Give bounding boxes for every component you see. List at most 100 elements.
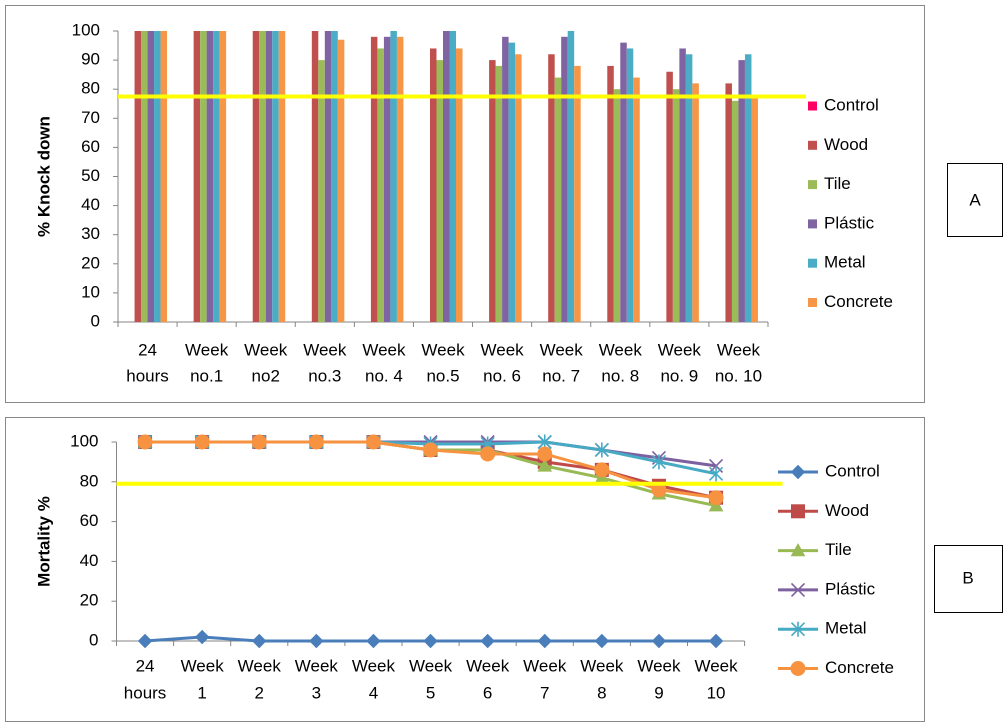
x-tick-label: 10 xyxy=(707,683,726,702)
bar xyxy=(666,71,673,323)
bar xyxy=(731,100,739,322)
bar xyxy=(561,36,568,322)
x-tick-label: 24 xyxy=(138,340,157,359)
bar xyxy=(692,83,699,322)
marker xyxy=(251,434,267,450)
y-tick-label: 80 xyxy=(81,79,100,98)
y-tick-label: 0 xyxy=(89,630,98,649)
x-tick-label: no. 4 xyxy=(365,366,403,385)
bar xyxy=(154,31,161,322)
marker xyxy=(423,442,439,458)
marker xyxy=(480,446,496,462)
x-tick-label: Week xyxy=(362,340,406,359)
marker xyxy=(790,582,806,597)
bar xyxy=(324,31,332,322)
y-tick-label: 100 xyxy=(70,431,98,450)
bar xyxy=(502,36,509,322)
panel-frame xyxy=(5,417,925,722)
x-tick-label: no. 10 xyxy=(715,366,762,385)
bar xyxy=(626,48,634,323)
marker xyxy=(537,633,552,649)
y-tick-label: 90 xyxy=(81,50,100,69)
bar xyxy=(160,31,168,322)
x-tick-label: Week xyxy=(523,656,567,675)
x-tick-label: Week xyxy=(185,340,229,359)
marker xyxy=(423,633,438,649)
legend-label: Wood xyxy=(824,135,868,154)
x-tick-label: 7 xyxy=(540,683,549,702)
bar xyxy=(515,54,522,322)
y-tick-label: 30 xyxy=(81,224,100,243)
bar xyxy=(613,89,621,322)
x-tick-label: Week xyxy=(580,656,624,675)
marker xyxy=(309,633,324,649)
x-tick-label: 1 xyxy=(197,683,206,702)
x-tick-label: no.5 xyxy=(426,366,459,385)
marker xyxy=(651,454,667,470)
marker xyxy=(537,458,553,472)
legend-label: Control xyxy=(824,95,879,114)
marker xyxy=(791,504,805,519)
marker xyxy=(537,446,553,462)
marker xyxy=(137,434,153,450)
bar xyxy=(508,42,516,322)
x-tick-label: Week xyxy=(303,340,347,359)
y-tick-label: 20 xyxy=(81,253,100,272)
bar xyxy=(607,65,614,323)
bar xyxy=(548,54,555,322)
y-axis-label: Mortality % xyxy=(34,496,53,587)
bar xyxy=(685,54,693,322)
bar xyxy=(318,60,325,322)
bar xyxy=(679,48,686,323)
x-tick-label: 24 xyxy=(136,656,155,675)
bar xyxy=(134,31,142,322)
x-tick-label: no2 xyxy=(252,366,280,385)
y-tick-label: 50 xyxy=(81,166,100,185)
legend-label: Concrete xyxy=(824,292,893,311)
marker xyxy=(137,633,153,649)
x-tick-label: Week xyxy=(637,656,681,675)
y-tick-label: 10 xyxy=(81,282,100,301)
marker xyxy=(194,629,210,645)
bar xyxy=(272,31,279,322)
legend-label: Metal xyxy=(825,619,867,638)
legend-swatch xyxy=(808,298,817,307)
bar xyxy=(751,95,758,323)
x-tick-label: Week xyxy=(717,340,761,359)
bar xyxy=(396,36,404,322)
y-tick-label: 60 xyxy=(80,511,99,530)
x-tick-label: Week xyxy=(244,340,288,359)
x-tick-label: Week xyxy=(658,340,702,359)
bar xyxy=(620,42,627,322)
legend-label: Tile xyxy=(825,540,852,559)
bar xyxy=(390,31,397,322)
bar xyxy=(672,89,680,322)
y-tick-label: 70 xyxy=(81,108,100,127)
legend-label: Wood xyxy=(825,501,869,520)
x-tick-label: 9 xyxy=(654,683,663,702)
x-tick-label: Week xyxy=(466,656,510,675)
y-tick-label: 20 xyxy=(80,591,99,610)
bar xyxy=(456,48,463,323)
legend-label: Tile xyxy=(824,174,851,193)
marker xyxy=(194,434,210,450)
marker xyxy=(651,633,667,649)
y-tick-label: 100 xyxy=(72,20,100,39)
marker xyxy=(365,434,381,450)
x-tick-label: 4 xyxy=(369,683,378,702)
marker xyxy=(308,434,324,450)
x-tick-label: Week xyxy=(481,340,525,359)
bar xyxy=(265,31,273,322)
legend-label: Plástic xyxy=(825,579,876,598)
x-tick-label: 2 xyxy=(255,683,264,702)
bar xyxy=(383,36,391,322)
bar xyxy=(377,48,384,323)
panel-label: B xyxy=(962,568,973,587)
bar xyxy=(206,31,214,322)
y-axis-label: % Knock down xyxy=(34,116,53,237)
x-tick-label: Week xyxy=(181,656,225,675)
marker xyxy=(790,543,806,557)
marker xyxy=(594,462,610,478)
bar xyxy=(213,31,220,322)
